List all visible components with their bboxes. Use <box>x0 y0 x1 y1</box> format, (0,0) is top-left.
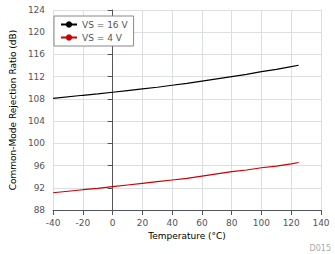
svg-text:120: 120 <box>283 218 300 228</box>
svg-text:Temperature (°C): Temperature (°C) <box>147 231 226 241</box>
svg-text:88: 88 <box>34 205 46 215</box>
svg-text:VS = 16 V: VS = 16 V <box>82 20 128 30</box>
svg-text:20: 20 <box>137 218 149 228</box>
svg-text:Common-Mode Rejection Ratio (d: Common-Mode Rejection Ratio (dB) <box>8 30 18 191</box>
svg-text:80: 80 <box>226 218 238 228</box>
svg-text:60: 60 <box>196 218 208 228</box>
svg-text:100: 100 <box>28 138 45 148</box>
svg-text:D015: D015 <box>310 244 331 253</box>
svg-text:140: 140 <box>312 218 329 228</box>
svg-text:92: 92 <box>34 183 45 193</box>
svg-text:112: 112 <box>28 72 45 82</box>
svg-text:116: 116 <box>28 49 45 59</box>
svg-text:108: 108 <box>28 94 45 104</box>
svg-text:124: 124 <box>28 5 45 15</box>
svg-text:-20: -20 <box>75 218 90 228</box>
svg-text:100: 100 <box>253 218 270 228</box>
svg-text:-40: -40 <box>46 218 61 228</box>
svg-text:0: 0 <box>110 218 116 228</box>
svg-text:40: 40 <box>166 218 178 228</box>
svg-text:96: 96 <box>34 161 46 171</box>
svg-text:VS = 4 V: VS = 4 V <box>82 33 123 43</box>
svg-text:104: 104 <box>28 116 45 126</box>
svg-text:120: 120 <box>28 27 45 37</box>
